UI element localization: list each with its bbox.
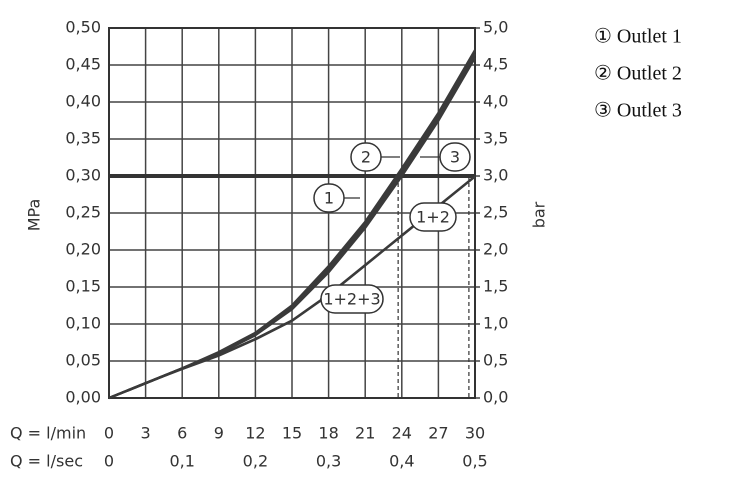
x-tick-label: 21 — [355, 424, 375, 443]
y-tick-label: 0,35 — [65, 129, 101, 148]
y2-tick-label: 1,5 — [483, 277, 508, 296]
y-tick-label: 0,40 — [65, 92, 101, 111]
label-bubble — [350, 142, 382, 172]
y-tick-label: 0,10 — [65, 314, 101, 333]
y2-tick-label: 2,5 — [483, 203, 508, 222]
label-bubble — [409, 202, 457, 232]
y2-tick-label: 3,5 — [483, 129, 508, 148]
y-tick-label: 0,20 — [65, 240, 101, 259]
label-bubble — [320, 284, 384, 314]
legend-entry: ② Outlet 2 — [594, 63, 682, 85]
x2-tick-label: 0,2 — [243, 452, 268, 471]
x-tick-label: 6 — [177, 424, 187, 443]
y2-tick-label: 1,0 — [483, 314, 508, 333]
x2-tick-label: 0,3 — [316, 452, 341, 471]
y2-tick-label: 0,0 — [483, 388, 508, 407]
y2-tick-label: 4,5 — [483, 55, 508, 74]
x-axis-label: Q = l/min — [10, 424, 86, 443]
y-tick-label: 0,05 — [65, 351, 101, 370]
y-tick-label: 0,45 — [65, 55, 101, 74]
x-tick-label: 24 — [392, 424, 412, 443]
y-axis-label: MPa — [25, 199, 44, 232]
y2-tick-label: 4,0 — [483, 92, 508, 111]
y2-tick-label: 5,0 — [483, 18, 508, 37]
curve-label: 1+2+3 — [323, 290, 380, 309]
legend-entry: ③ Outlet 3 — [594, 100, 682, 122]
x2-axis-label: Q = l/sec — [10, 452, 83, 471]
y-tick-label: 0,50 — [65, 18, 101, 37]
x2-tick-label: 0,4 — [389, 452, 414, 471]
x2-tick-label: 0,5 — [462, 452, 487, 471]
x-tick-label: 30 — [465, 424, 485, 443]
x-tick-label: 9 — [214, 424, 224, 443]
x2-tick-label: 0,1 — [169, 452, 194, 471]
curve-label: 3 — [450, 148, 460, 167]
x-tick-label: 12 — [245, 424, 265, 443]
y2-axis-label: bar — [530, 201, 549, 228]
x-tick-label: 18 — [318, 424, 338, 443]
y-tick-label: 0,00 — [65, 388, 101, 407]
curve-label: 1 — [324, 189, 334, 208]
curve-label: 1+2 — [416, 208, 450, 227]
y2-tick-label: 0,5 — [483, 351, 508, 370]
y2-tick-label: 3,0 — [483, 166, 508, 185]
label-bubble — [313, 183, 345, 213]
y2-tick-label: 2,0 — [483, 240, 508, 259]
y-tick-label: 0,25 — [65, 203, 101, 222]
label-bubble — [439, 142, 471, 172]
x-tick-label: 0 — [104, 424, 114, 443]
y-tick-label: 0,15 — [65, 277, 101, 296]
curve-label: 2 — [361, 148, 371, 167]
y-tick-label: 0,30 — [65, 166, 101, 185]
legend-entry: ① Outlet 1 — [594, 26, 682, 48]
x-tick-label: 15 — [282, 424, 302, 443]
plot-frame — [108, 27, 476, 399]
x-tick-label: 27 — [428, 424, 448, 443]
x2-tick-label: 0 — [104, 452, 114, 471]
x-tick-label: 3 — [141, 424, 151, 443]
